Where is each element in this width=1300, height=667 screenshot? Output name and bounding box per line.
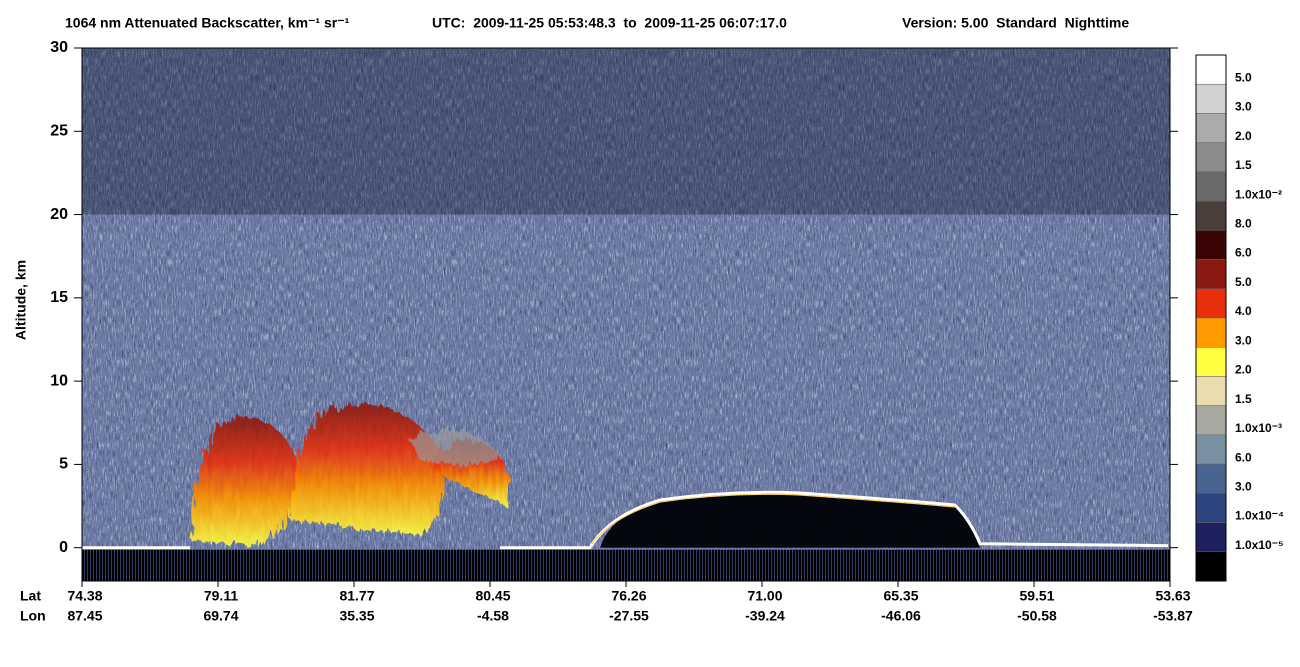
lon-label: -27.55 <box>609 608 649 624</box>
colorbar-box <box>1195 376 1227 406</box>
lat-label: 80.45 <box>475 588 510 604</box>
lat-label: 76.26 <box>611 588 646 604</box>
row-label: Lon <box>20 608 46 624</box>
chart-title: 1064 nm Attenuated Backscatter, km⁻¹ sr⁻… <box>65 15 350 31</box>
cloud <box>190 417 301 545</box>
colorbar-label: 1.0x10⁻⁴ <box>1235 509 1284 523</box>
colorbar-box <box>1195 463 1227 494</box>
surface-glow <box>591 493 956 545</box>
colorbar-box <box>1195 230 1227 260</box>
row-label: Lat <box>20 588 41 604</box>
lat-label: 71.00 <box>747 588 782 604</box>
y-tick-label: 25 <box>50 123 68 140</box>
colorbar-box <box>1195 346 1227 377</box>
colorbar-box <box>1195 493 1227 523</box>
colorbar-label: 5.0 <box>1235 275 1252 289</box>
surface-line <box>82 490 1169 550</box>
lon-label: -39.24 <box>745 608 785 624</box>
lon-label: 69.74 <box>203 608 238 624</box>
lon-label: 87.45 <box>67 608 102 624</box>
colorbar-box <box>1195 83 1227 114</box>
colorbar-box <box>1195 551 1227 582</box>
colorbar-label: 1.0x10⁻⁵ <box>1235 538 1284 552</box>
y-axis-label: Altitude, km <box>13 260 29 340</box>
ice-sheet <box>600 492 980 548</box>
colorbar-label: 1.0x10⁻² <box>1235 187 1282 201</box>
axes <box>74 47 1178 587</box>
y-tick-label: 20 <box>50 206 68 223</box>
lat-label: 79.11 <box>204 588 238 604</box>
colorbar-box <box>1195 200 1227 231</box>
y-tick-label: 15 <box>50 289 68 306</box>
colorbar-label: 3.0 <box>1235 100 1252 114</box>
colorbar-box <box>1195 113 1227 143</box>
colorbar-box <box>1195 142 1227 173</box>
colorbar-label: 6.0 <box>1235 450 1252 464</box>
y-tick-label: 30 <box>50 39 68 56</box>
y-tick-label: 0 <box>59 539 68 556</box>
colorbar-frame <box>1195 54 1227 582</box>
colorbar-box <box>1195 434 1227 465</box>
colorbar-label: 6.0 <box>1235 246 1252 260</box>
y-tick-label: 5 <box>59 456 68 473</box>
lon-label: -53.87 <box>1153 608 1193 624</box>
lon-label: -50.58 <box>1017 608 1057 624</box>
lat-label: 59.51 <box>1019 588 1054 604</box>
y-tick-label: 10 <box>50 372 68 389</box>
utc-range: UTC: 2009-11-25 05:53:48.3 to 2009-11-25… <box>432 15 787 31</box>
colorbar-label: 1.5 <box>1235 392 1252 406</box>
colorbar-label: 5.0 <box>1235 70 1252 84</box>
colorbar-box <box>1195 405 1227 436</box>
lat-label: 53.63 <box>1155 588 1190 604</box>
colorbar-box <box>1195 54 1227 85</box>
colorbar-box <box>1195 259 1227 290</box>
colorbar-box <box>1195 317 1227 348</box>
colorbar-label: 1.5 <box>1235 158 1252 172</box>
colorbar-label: 3.0 <box>1235 333 1252 347</box>
colorbar-label: 1.0x10⁻³ <box>1235 421 1282 435</box>
plot-area <box>82 48 1170 581</box>
lon-label: 35.35 <box>339 608 374 624</box>
lat-label: 81.77 <box>339 588 374 604</box>
colorbar-box <box>1195 522 1227 553</box>
colorbar-label: 8.0 <box>1235 217 1252 231</box>
colorbar-box <box>1195 171 1227 202</box>
colorbar-label: 4.0 <box>1235 304 1252 318</box>
lon-label: -4.58 <box>477 608 509 624</box>
cloud <box>290 404 444 535</box>
lat-label: 74.38 <box>67 588 102 604</box>
upper-dark <box>82 48 1170 215</box>
subsurface <box>82 549 1170 581</box>
lat-label: 65.35 <box>883 588 918 604</box>
colorbar-box <box>1195 288 1227 319</box>
colorbar-label: 2.0 <box>1235 129 1252 143</box>
version: Version: 5.00 Standard Nighttime <box>902 15 1129 31</box>
lon-label: -46.06 <box>881 608 921 624</box>
colorbar-label: 2.0 <box>1235 363 1252 377</box>
cloud-gray <box>410 429 500 465</box>
colorbar-label: 3.0 <box>1235 480 1252 494</box>
